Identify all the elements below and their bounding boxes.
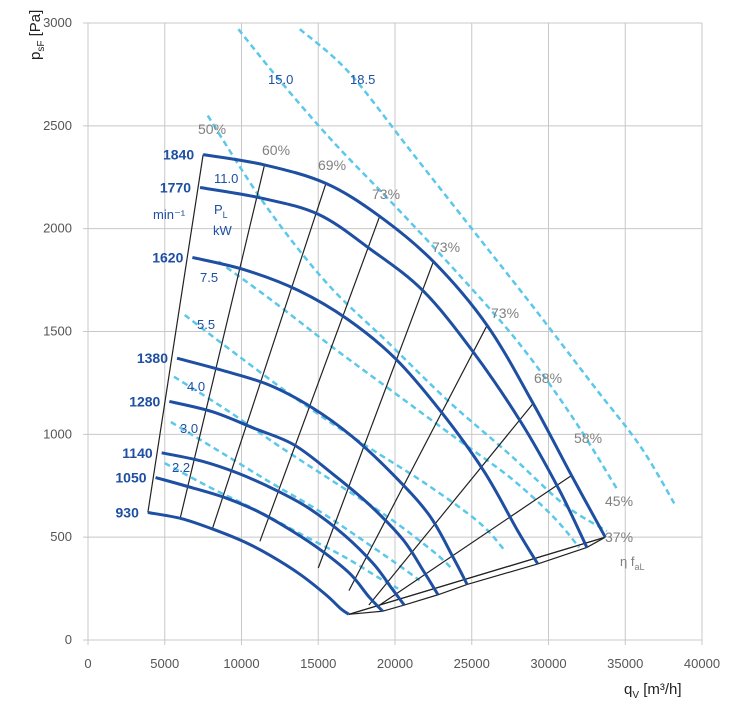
x-tick-label-10000: 10000 [223,656,259,671]
efficiency-extra-label: 50% [198,121,226,137]
y-tick-label-2500: 2500 [43,118,72,133]
speed-curve-1840 [202,153,607,538]
speed-label-1380: 1380 [137,350,168,366]
y-tick-label-3000: 3000 [43,15,72,30]
efficiency-label-4: 73% [491,305,519,321]
efficiency-label-2: 73% [372,186,400,202]
y-tick-label-1000: 1000 [43,426,72,441]
y-axis-symbol: p [27,52,44,60]
x-tick-label-30000: 30000 [530,656,566,671]
power-curve-15.0 [237,28,619,491]
power-label-15.0: 15.0 [268,72,293,87]
efficiency-label-6: 58% [574,430,602,446]
y-axis-title: psF [Pa] [27,10,47,60]
power-label-2.2: 2.2 [172,460,190,475]
power-label-18.5: 18.5 [350,72,375,87]
x-tick-label-20000: 20000 [377,656,413,671]
y-tick-label-500: 500 [50,529,72,544]
power-curve-18.5 [299,28,677,507]
efficiency-line-8 [348,536,606,615]
speed-curve-1050 [155,476,384,613]
x-tick-label-15000: 15000 [300,656,336,671]
power-label-3.0: 3.0 [180,421,198,436]
x-axis-subscript: V [632,690,639,701]
power-label-5.5: 5.5 [197,317,215,332]
speed-label-1840: 1840 [163,147,194,163]
efficiency-line-5 [368,403,534,606]
x-tick-label-25000: 25000 [454,656,490,671]
y-axis-subscript: sF [36,41,47,52]
speed-label-1050: 1050 [115,470,146,486]
power-curve-4.0 [173,375,455,571]
speed-curve-1380 [176,356,469,586]
y-tick-label-1500: 1500 [43,324,72,339]
x-tick-label-40000: 40000 [684,656,720,671]
speed-curves [147,153,607,616]
speed-label-1620: 1620 [152,249,183,265]
efficiency-lines [147,154,606,615]
efficiency-label-8: 37% [605,529,633,545]
efficiency-label-1: 69% [318,157,346,173]
speed-label-1140: 1140 [122,445,153,461]
speed-curve-1770 [199,186,589,549]
power-label-7.5: 7.5 [200,270,218,285]
power-symbol-label: PL [214,202,228,220]
power-curve-3.0 [170,420,421,582]
power-symbol-subscript: L [223,210,228,220]
x-tick-label-35000: 35000 [607,656,643,671]
speed-label-930: 930 [116,504,140,520]
axis-ticks: 0 5000 10000 15000 20000 25000 30000 35000 40000… [43,15,720,671]
x-tick-label-5000: 5000 [150,656,179,671]
y-tick-label-0: 0 [65,632,72,647]
x-tick-label-0: 0 [84,656,91,671]
efficiency-line-4 [348,325,488,591]
efficiency-line-3 [317,261,434,569]
power-label-11.0: 11.0 [214,171,238,186]
grid-lines [83,22,703,645]
speed-curve-1620 [192,256,540,565]
y-axis-unit: [Pa] [27,10,44,37]
efficiency-symbol: η f [620,554,635,569]
curve-labels: 18.5 15.0 11.0 7.5 5.5 4.0 3.0 2.2 60% 69% 73% 73% 7… [115,72,633,545]
speed-label-1280: 1280 [129,393,160,409]
power-curve-2.2 [164,462,399,590]
lower-envelope-line [348,536,606,615]
efficiency-label-5: 68% [534,370,562,386]
speed-curve-1140 [161,451,406,606]
y-tick-label-2000: 2000 [43,221,72,236]
speed-unit-label: min⁻¹ [153,207,186,222]
efficiency-line-2 [259,216,381,542]
power-label-4.0: 4.0 [187,379,205,394]
power-curve-7.5 [217,260,581,549]
x-axis-symbol: q [624,681,632,698]
efficiency-label-0: 60% [262,142,290,158]
speed-curve-1280 [169,399,440,596]
efficiency-label-3: 73% [432,239,460,255]
speed-curve-930 [147,511,350,616]
power-symbol: P [214,202,223,217]
efficiency-line-6 [376,474,572,608]
x-axis-title: qV [m³/h] [624,681,682,701]
speed-label-1770: 1770 [160,180,191,196]
fan-boundary-line [147,154,204,513]
efficiency-symbol-label: η faL [620,554,644,572]
x-axis-unit: [m³/h] [643,681,681,698]
efficiency-label-7: 45% [605,493,633,509]
efficiency-symbol-subscript: aL [634,562,644,572]
power-unit-label: kW [213,223,233,238]
